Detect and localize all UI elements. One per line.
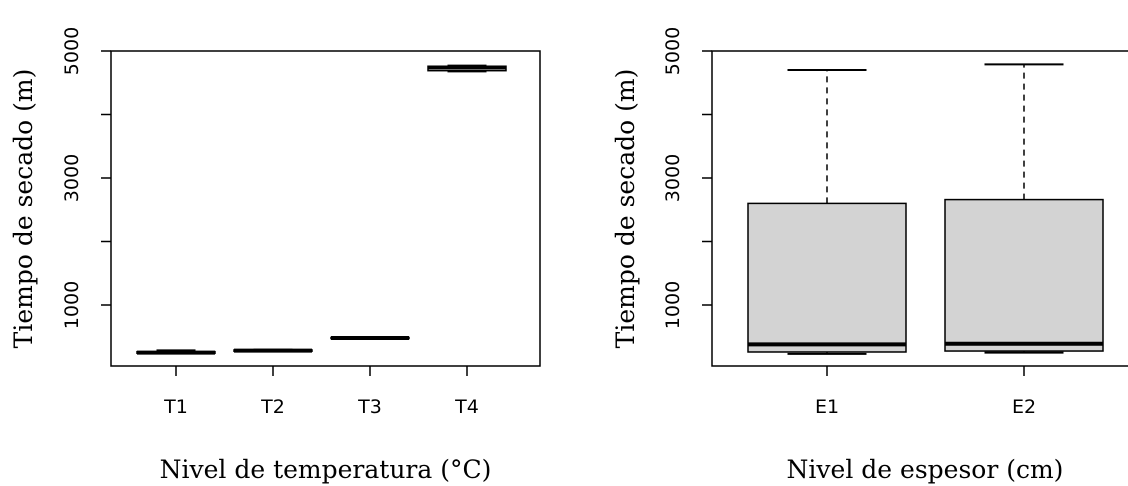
y-tick-label: 1000 (662, 281, 684, 329)
box-e1 (747, 69, 907, 355)
box-t4 (427, 64, 507, 73)
plot-frame (110, 50, 541, 367)
y-tick-label: 1000 (61, 281, 83, 329)
box-body (747, 202, 907, 353)
y-axis: 1000 3000 5000 (61, 27, 111, 329)
x-tick-label: E2 (1012, 396, 1036, 418)
box-body (944, 198, 1104, 352)
y-axis-title: Tiempo de secado (m) (611, 69, 640, 349)
x-axis-title: Nivel de temperatura (°C) (160, 455, 492, 484)
x-axis-title: Nivel de espesor (cm) (787, 455, 1064, 484)
x-axis: E1 E2 (815, 366, 1036, 418)
y-tick-label: 5000 (61, 27, 83, 75)
box-e2 (944, 63, 1104, 354)
y-axis-title: Tiempo de secado (m) (9, 69, 38, 349)
x-tick-label: E1 (815, 396, 839, 418)
box-t1 (136, 349, 216, 355)
y-axis: 1000 3000 5000 (662, 27, 712, 329)
x-tick-label: T3 (357, 396, 382, 418)
y-tick-label: 5000 (662, 27, 684, 75)
y-tick-label: 3000 (61, 154, 83, 202)
temperature-boxplot-panel: T1 T2 T3 T4 1000 3000 5000 Nivel de temperatu… (9, 27, 541, 484)
box-group (136, 64, 507, 355)
box-t3 (330, 336, 410, 341)
x-axis: T1 T2 T3 T4 (163, 366, 479, 418)
x-tick-label: T4 (454, 396, 479, 418)
x-tick-label: T1 (163, 396, 188, 418)
x-tick-label: T2 (260, 396, 285, 418)
y-tick-label: 3000 (662, 154, 684, 202)
box-t2 (233, 348, 313, 353)
box-group (747, 63, 1104, 355)
plot-frame (711, 50, 1128, 367)
